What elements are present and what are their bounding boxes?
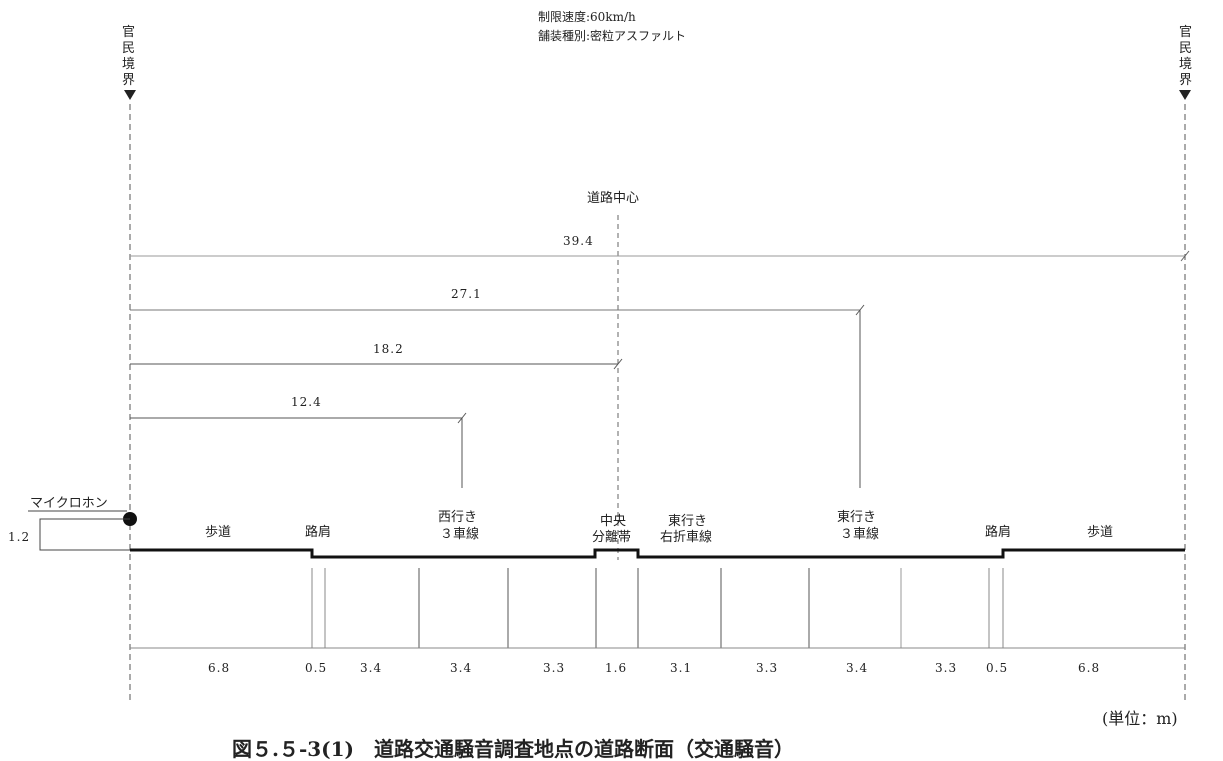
distance-12-4-label: 12.4 xyxy=(291,395,322,409)
median-label-2: 分離帯 xyxy=(592,530,631,545)
left-shoulder-label: 路肩 xyxy=(305,524,331,540)
distance-39-4-tick xyxy=(1180,250,1190,262)
width-label: 6.8 xyxy=(208,661,230,675)
width-label: 3.3 xyxy=(935,661,957,675)
left-boundary-marker: 官 民 境 界 xyxy=(122,24,136,100)
width-label: 1.6 xyxy=(605,661,627,675)
right-boundary-char-2: 民 xyxy=(1179,41,1192,56)
left-boundary-char-3: 境 xyxy=(122,57,135,72)
width-label: 3.4 xyxy=(450,661,472,675)
distance-18-2-tick xyxy=(613,358,623,370)
right-boundary-char-1: 官 xyxy=(1179,24,1192,40)
left-boundary-char-4: 界 xyxy=(122,73,135,88)
distance-18-2-label: 18.2 xyxy=(373,342,404,356)
microphone-label: マイクロホン xyxy=(30,496,108,511)
width-label: 3.3 xyxy=(756,661,778,675)
left-boundary-triangle-icon xyxy=(124,90,136,100)
left-boundary-char-2: 民 xyxy=(122,41,135,56)
figure-caption: 図５.５-3(1) 道路交通騒音調査地点の道路断面（交通騒音） xyxy=(232,737,794,761)
road-surface-profile xyxy=(130,548,1185,559)
width-label: 6.8 xyxy=(1078,661,1100,675)
right-boundary-char-3: 境 xyxy=(1179,57,1192,72)
right-boundary-triangle-icon xyxy=(1179,90,1191,100)
median-label-1: 中央 xyxy=(600,514,626,529)
width-labels: 6.8 0.5 3.4 3.4 3.3 1.6 3.1 3.3 3.4 3.3 … xyxy=(208,661,1100,675)
east-right-turn-label-1: 東行き xyxy=(668,513,707,529)
width-label: 3.1 xyxy=(670,661,692,675)
right-shoulder-label: 路肩 xyxy=(985,524,1011,540)
width-label: 0.5 xyxy=(305,661,327,675)
microphone-height-bracket xyxy=(39,518,130,551)
right-boundary-char-4: 界 xyxy=(1179,73,1192,88)
distance-27-1: 27.1 xyxy=(130,287,865,488)
distance-27-1-label: 27.1 xyxy=(451,287,482,301)
east-lanes-label-2: ３車線 xyxy=(840,526,879,542)
pavement-type-text: 舗装種別:密粒アスファルト xyxy=(538,28,686,43)
right-boundary-marker: 官 民 境 界 xyxy=(1179,24,1192,100)
width-label: 3.3 xyxy=(543,661,565,675)
distance-12-4: 12.4 xyxy=(130,395,467,488)
width-label: 3.4 xyxy=(846,661,868,675)
microphone-height-label: 1.2 xyxy=(8,530,30,544)
lane-separators xyxy=(311,568,1004,648)
road-center-label: 道路中心 xyxy=(587,190,639,206)
left-sidewalk-label: 歩道 xyxy=(205,525,231,540)
speed-limit-text: 制限速度:60km/h xyxy=(538,9,636,24)
left-boundary-char-1: 官 xyxy=(122,24,135,40)
west-lanes-label-2: ３車線 xyxy=(440,526,479,542)
east-right-turn-label-2: 右折車線 xyxy=(660,529,712,545)
distance-18-2: 18.2 xyxy=(130,342,623,370)
width-label: 0.5 xyxy=(986,661,1008,675)
east-lanes-label-1: 東行き xyxy=(837,509,876,525)
unit-label: (単位：m) xyxy=(1102,709,1178,728)
width-label: 3.4 xyxy=(360,661,382,675)
west-lanes-label-1: 西行き xyxy=(438,510,477,525)
distance-39-4: 39.4 xyxy=(130,234,1190,262)
right-sidewalk-label: 歩道 xyxy=(1087,525,1113,540)
distance-39-4-label: 39.4 xyxy=(563,234,594,248)
